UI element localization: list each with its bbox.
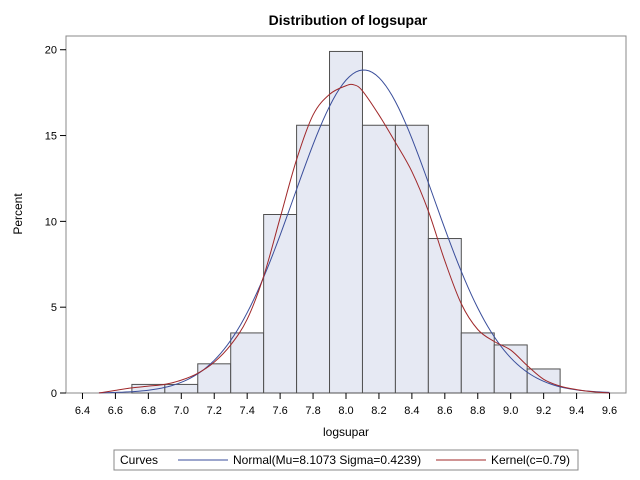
x-tick-label: 6.6 <box>108 405 123 417</box>
legend-title: Curves <box>120 453 158 467</box>
x-tick-label: 7.0 <box>174 405 189 417</box>
y-tick-label: 10 <box>45 216 57 228</box>
x-tick-label: 7.8 <box>305 405 320 417</box>
normal-curve <box>98 69 610 394</box>
kernel-curve <box>98 83 610 394</box>
x-tick-label: 7.2 <box>207 405 222 417</box>
legend-normal-label: Normal(Mu=8.1073 Sigma=0.4239) <box>233 453 421 467</box>
x-tick-label: 7.4 <box>240 405 255 417</box>
y-tick-label: 0 <box>51 388 57 400</box>
curves-group <box>98 69 610 394</box>
x-tick-label: 9.2 <box>536 405 551 417</box>
histogram-bar <box>296 124 331 394</box>
y-axis-label: Percent <box>11 193 25 235</box>
histogram-bar <box>394 124 429 394</box>
x-tick-label: 7.6 <box>272 405 287 417</box>
y-axis: 0 5 10 15 20 <box>45 45 66 400</box>
x-tick-label: 9.4 <box>569 405 584 417</box>
x-tick-label: 9.0 <box>503 405 518 417</box>
x-axis-label: logsupar <box>323 425 369 439</box>
x-tick-label: 6.8 <box>141 405 156 417</box>
y-tick-label: 15 <box>45 131 57 143</box>
x-tick-label: 8.2 <box>371 405 386 417</box>
histogram-bar <box>230 332 265 394</box>
y-tick-label: 20 <box>45 45 57 57</box>
histogram-bar <box>460 332 495 394</box>
x-tick-label: 8.4 <box>404 405 419 417</box>
x-tick-label: 8.8 <box>470 405 485 417</box>
legend: Curves Normal(Mu=8.1073 Sigma=0.4239) Ke… <box>113 449 579 471</box>
x-tick-label: 8.0 <box>338 405 353 417</box>
bars-group <box>131 50 561 394</box>
histogram-bar <box>493 344 528 394</box>
histogram-bar <box>329 50 363 394</box>
legend-box <box>113 449 579 471</box>
histogram-bar <box>263 214 298 394</box>
x-tick-label: 9.6 <box>602 405 617 417</box>
x-tick-label: 6.4 <box>75 405 90 417</box>
x-tick-label: 8.6 <box>437 405 452 417</box>
x-axis: 6.4 6.6 6.8 7.0 7.2 7.4 7.6 7.8 8.0 8.2 8.4 8.6 8.8 9… <box>75 393 617 417</box>
chart-title: Distribution of logsupar <box>269 12 428 28</box>
legend-kernel-label: Kernel(c=0.79) <box>491 453 570 467</box>
histogram-bar <box>361 124 396 394</box>
y-tick-label: 5 <box>51 302 57 314</box>
histogram-bar <box>427 238 462 394</box>
histogram-bar <box>197 363 232 394</box>
